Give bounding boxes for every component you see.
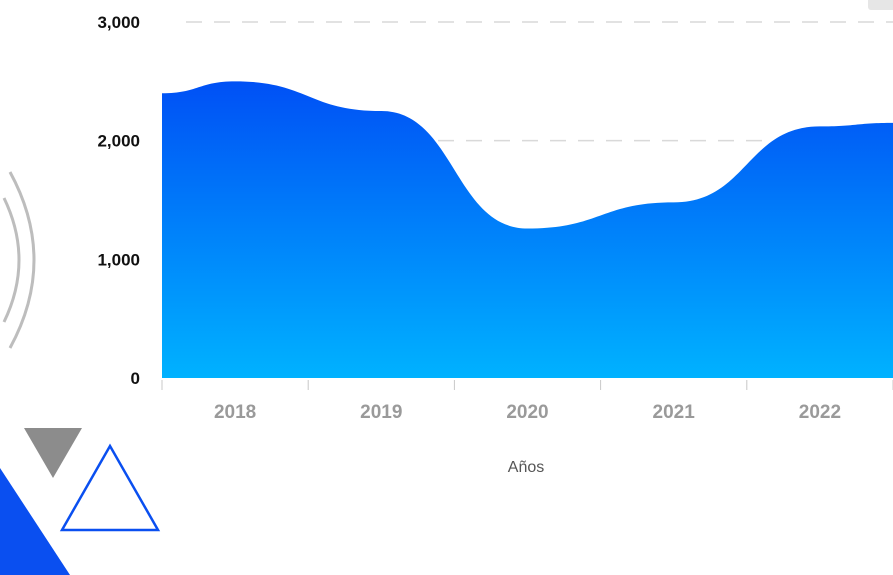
area-series [162, 81, 893, 378]
x-axis-label: Años [508, 459, 544, 476]
y-tick-label: 2,000 [97, 132, 140, 151]
decor-gray-triangle [24, 428, 82, 478]
x-tick-label: 2019 [360, 402, 402, 423]
x-tick-label: 2022 [799, 402, 841, 423]
decor-outline-triangle [59, 443, 161, 532]
y-tick-label: 3,000 [97, 13, 140, 32]
x-tick-label: 2020 [506, 402, 548, 423]
decor-arc-inner [2, 197, 21, 323]
y-axis-ticks: 0 1,000 2,000 3,000 [97, 13, 140, 388]
decor-blue-triangle [0, 468, 70, 575]
decor-arc-outer [8, 171, 36, 349]
y-tick-label: 0 [131, 369, 140, 388]
corner-tab [868, 0, 893, 10]
x-tick-label: 2021 [653, 402, 696, 423]
decoration [0, 171, 161, 575]
x-tick-label: 2018 [214, 402, 256, 423]
y-tick-label: 1,000 [97, 250, 140, 269]
x-axis-ticks: 2018 2019 2020 2021 2022 [161, 380, 893, 423]
